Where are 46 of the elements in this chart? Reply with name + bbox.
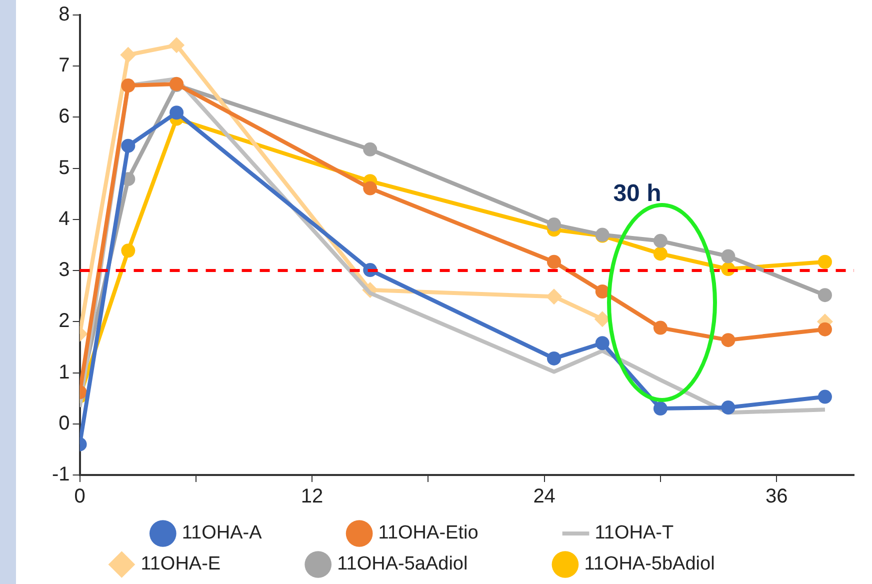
- annotation: 30 h: [613, 180, 662, 208]
- y-tick-label: 7: [58, 54, 70, 77]
- point: [546, 254, 561, 269]
- y-tick-label: 3: [58, 259, 70, 282]
- x-tick-label: 24: [533, 486, 556, 508]
- point: [818, 254, 832, 269]
- x-tick-label: 0: [74, 486, 86, 508]
- y-tick-label: 2: [58, 310, 70, 332]
- y-tick-label: 5: [58, 156, 70, 179]
- legend-label: 11OHA-A: [182, 522, 338, 544]
- point: [721, 333, 736, 348]
- y-tick-label: -1: [52, 464, 70, 486]
- point: [121, 78, 136, 93]
- point: [653, 246, 668, 261]
- legend-label: 11OHA-Etio: [378, 522, 554, 544]
- point: [595, 336, 610, 350]
- legend-label: 11OHA-5aAdiol: [337, 554, 544, 575]
- point: [546, 288, 562, 305]
- point: [121, 244, 136, 258]
- point: [120, 46, 136, 63]
- point: [653, 234, 668, 248]
- point: [546, 218, 561, 232]
- point: [721, 249, 736, 264]
- legend-label: 11OHA-E: [140, 554, 297, 575]
- point: [363, 181, 378, 196]
- point: [363, 142, 378, 156]
- point: [721, 400, 736, 415]
- point: [818, 288, 832, 302]
- point: [121, 138, 136, 153]
- point: [595, 284, 610, 299]
- legend-label: 11OHA-T: [594, 522, 750, 544]
- y-tick-label: 1: [58, 361, 70, 384]
- y-tick-label: 8: [58, 4, 70, 26]
- legend-label: 11OHA-5bAdiol: [584, 554, 791, 575]
- point: [818, 390, 832, 404]
- point: [168, 37, 185, 54]
- point: [170, 106, 184, 120]
- y-tick-label: 4: [58, 208, 70, 230]
- y-tick-label: 0: [58, 412, 70, 434]
- point: [546, 351, 561, 366]
- x-tick-label: 36: [765, 486, 788, 508]
- point: [653, 402, 668, 416]
- point: [653, 320, 668, 335]
- y-tick-label: 6: [58, 106, 70, 128]
- point: [818, 322, 832, 336]
- x-tick-label: 12: [300, 486, 324, 508]
